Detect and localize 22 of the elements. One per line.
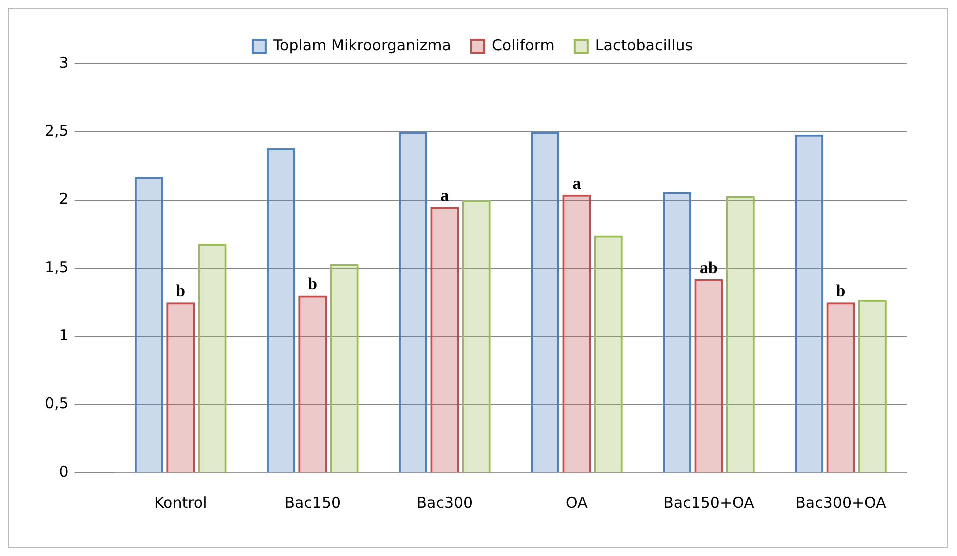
x-tick-label: Bac150+OA bbox=[664, 494, 756, 512]
y-tick-label: 0,5 bbox=[44, 394, 69, 413]
x-tick-label: Kontrol bbox=[154, 494, 208, 512]
annotation: ab bbox=[700, 258, 718, 278]
annotation: b bbox=[836, 281, 846, 300]
y-tick-label: 0 bbox=[59, 462, 69, 481]
annotation: a bbox=[572, 174, 582, 193]
y-tick-label: 2 bbox=[59, 190, 69, 208]
x-tick-label: Bac300+OA bbox=[796, 494, 888, 512]
annotation: b bbox=[308, 274, 318, 294]
y-tick-label: 2,5 bbox=[44, 122, 69, 140]
x-tick-label: OA bbox=[566, 494, 589, 512]
y-tick-label: 1,5 bbox=[44, 258, 69, 276]
annotation: a bbox=[440, 186, 450, 206]
x-tick-label: Bac150 bbox=[284, 494, 342, 512]
y-tick-label: 3 bbox=[59, 54, 69, 72]
legend-label: Toplam Mikroorganizma bbox=[272, 36, 452, 54]
x-tick-label: Bac300 bbox=[416, 494, 474, 512]
y-tick-label: 1 bbox=[59, 326, 69, 345]
legend-label: Coliform bbox=[492, 36, 555, 54]
annotation: b bbox=[176, 281, 186, 300]
legend-label: Lactobacillus bbox=[595, 36, 694, 54]
